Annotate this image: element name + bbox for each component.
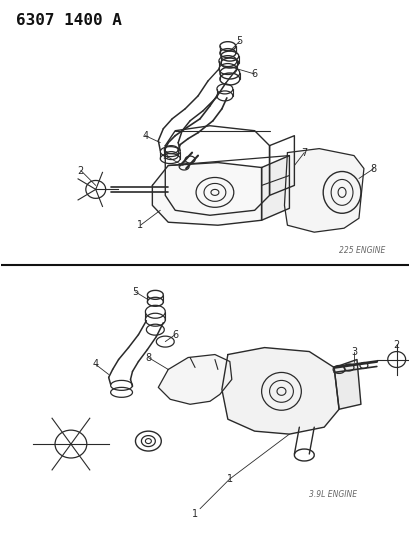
Polygon shape: [158, 354, 231, 404]
Text: 2: 2: [393, 340, 399, 350]
Text: 1: 1: [191, 508, 198, 519]
Text: 5: 5: [236, 36, 242, 46]
Text: 8: 8: [145, 352, 151, 362]
Text: 6: 6: [251, 69, 257, 79]
Polygon shape: [261, 156, 289, 220]
Text: 7: 7: [301, 148, 307, 158]
Text: 4: 4: [142, 131, 148, 141]
Text: 1: 1: [226, 474, 232, 484]
Polygon shape: [152, 163, 261, 225]
Text: 3.9L ENGINE: 3.9L ENGINE: [308, 490, 357, 499]
Text: 4: 4: [92, 359, 99, 369]
Text: 2: 2: [78, 166, 84, 175]
Text: 5: 5: [132, 287, 138, 297]
Text: 6: 6: [172, 329, 178, 340]
Text: 6307 1400 A: 6307 1400 A: [16, 13, 122, 28]
Text: 1: 1: [137, 220, 143, 230]
Polygon shape: [221, 348, 338, 434]
Text: 3: 3: [162, 151, 168, 160]
Polygon shape: [333, 360, 360, 409]
Polygon shape: [284, 149, 363, 232]
Text: 3: 3: [350, 346, 356, 357]
Text: 8: 8: [370, 164, 376, 174]
Text: 225 ENGINE: 225 ENGINE: [338, 246, 384, 255]
